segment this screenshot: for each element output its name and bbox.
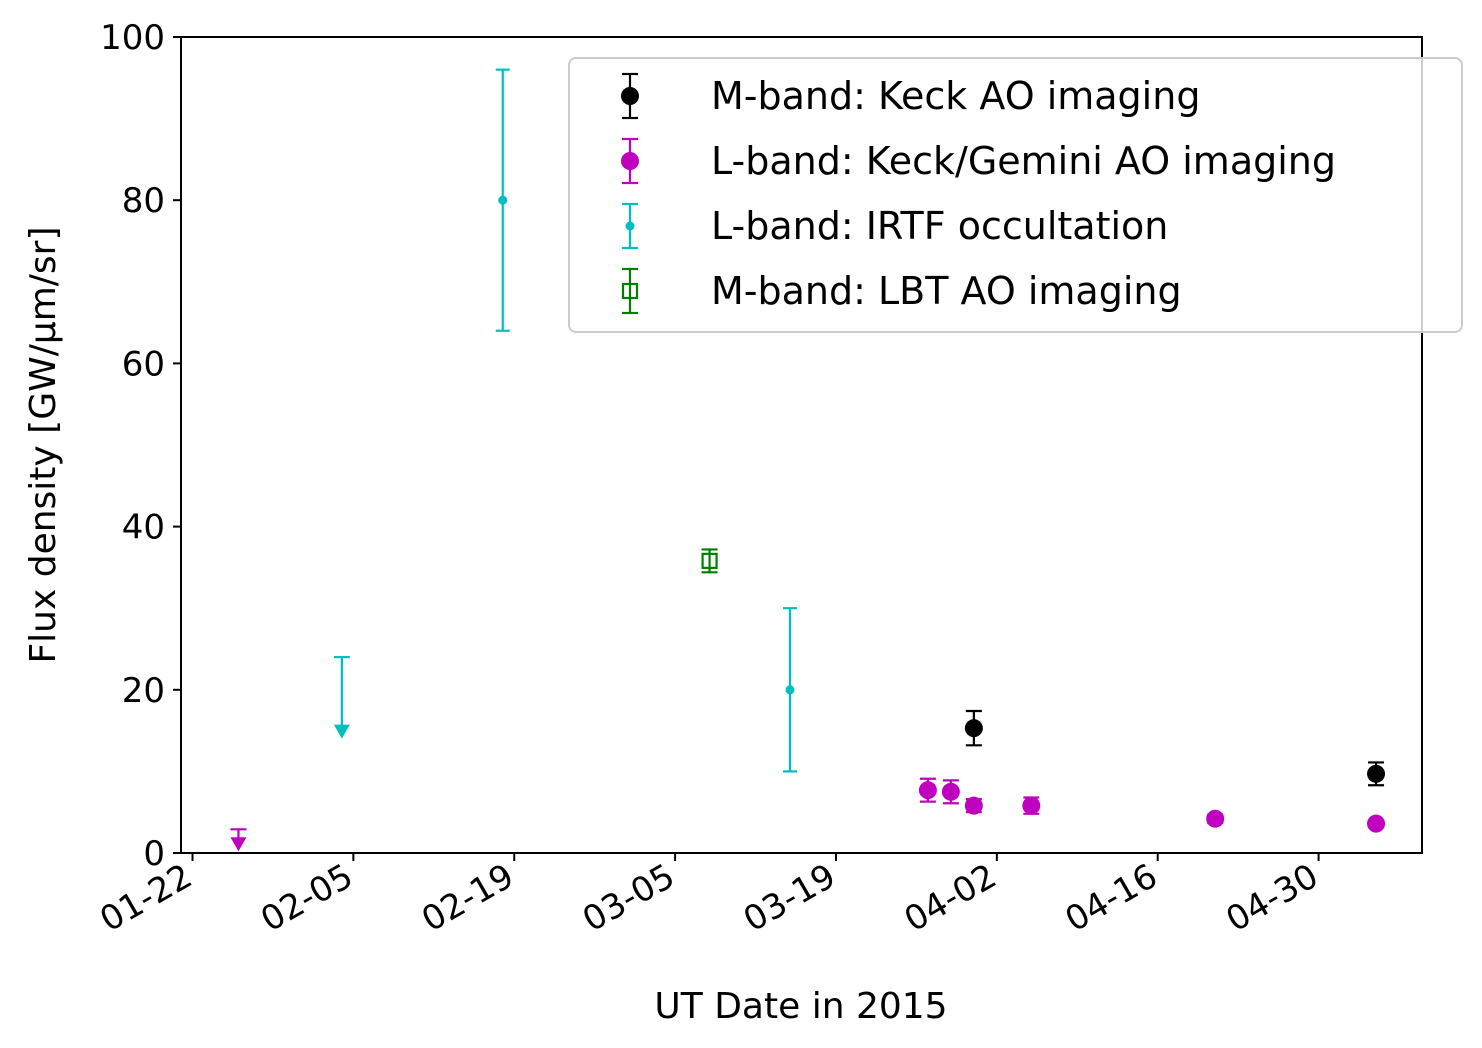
y-tick-label-1: 0 (143, 834, 165, 874)
legend-item-1-label: M-band: Keck AO imaging (711, 74, 1200, 118)
series-1-point-1-marker (964, 719, 983, 738)
y-tick-label-4: 60 (122, 344, 165, 384)
legend: M-band: Keck AO imaging L-band: Keck/Gemi… (568, 57, 1463, 333)
series-3-point-2-marker (498, 195, 508, 205)
series-2-point-5-marker (1022, 796, 1041, 815)
series-4-point-1-marker (701, 552, 718, 569)
series-2-point-7-marker (1367, 814, 1386, 833)
series-3-point-1-upper-limit-arrow (333, 724, 350, 739)
y-tick-label-2: 20 (122, 671, 165, 711)
legend-item-2-marker (621, 152, 639, 170)
series-1 (964, 709, 1386, 787)
x-tick-label-7: 04-16 (1059, 856, 1165, 940)
plot-content (230, 68, 1386, 852)
series-1-point-2-marker (1367, 764, 1386, 783)
y-axis: 0 20 40 60 80 100 (100, 18, 181, 874)
series-2-point-2-marker (918, 781, 937, 800)
y-axis-label: Flux density [GW/μm/sr] (23, 226, 64, 663)
series-2-point-1-upper-limit-arrow (230, 837, 247, 852)
y-tick-label-6: 100 (100, 18, 165, 58)
legend-item-3-marker (625, 221, 635, 231)
x-axis: 01-22 02-05 02-19 03-05 03-19 04-02 04-16 04-30 (93, 853, 1325, 940)
x-tick-label-5: 03-19 (737, 856, 843, 940)
series-3 (333, 68, 798, 773)
plot-frame (180, 36, 1423, 854)
legend-item-1: M-band: Keck AO imaging (621, 72, 1200, 120)
x-tick-label-2: 02-05 (254, 856, 360, 940)
series-2-point-4-marker (964, 796, 983, 815)
legend-item-4-label: M-band: LBT AO imaging (711, 269, 1182, 313)
legend-item-2-label: L-band: Keck/Gemini AO imaging (711, 139, 1336, 183)
series-4 (701, 548, 718, 574)
x-tick-label-3: 02-19 (415, 856, 521, 940)
series-2-point-3-marker (941, 782, 960, 801)
x-tick-label-4: 03-05 (576, 856, 682, 940)
legend-item-2: L-band: Keck/Gemini AO imaging (621, 137, 1336, 185)
series-3-point-3-marker (785, 685, 795, 695)
legend-item-3-label: L-band: IRTF occultation (711, 204, 1168, 248)
legend-item-3: L-band: IRTF occultation (622, 202, 1168, 250)
legend-box (568, 57, 1463, 333)
x-tick-label-6: 04-02 (898, 856, 1004, 940)
series-2-point-6-marker (1206, 809, 1225, 828)
legend-item-1-marker (621, 87, 639, 105)
series-2 (230, 777, 1386, 852)
x-tick-label-8: 04-30 (1220, 856, 1326, 940)
legend-item-4: M-band: LBT AO imaging (621, 267, 1182, 315)
y-tick-label-3: 40 (122, 508, 165, 548)
y-tick-label-5: 80 (122, 181, 165, 221)
x-axis-label: UT Date in 2015 (654, 986, 947, 1027)
legend-item-4-marker (621, 282, 639, 300)
